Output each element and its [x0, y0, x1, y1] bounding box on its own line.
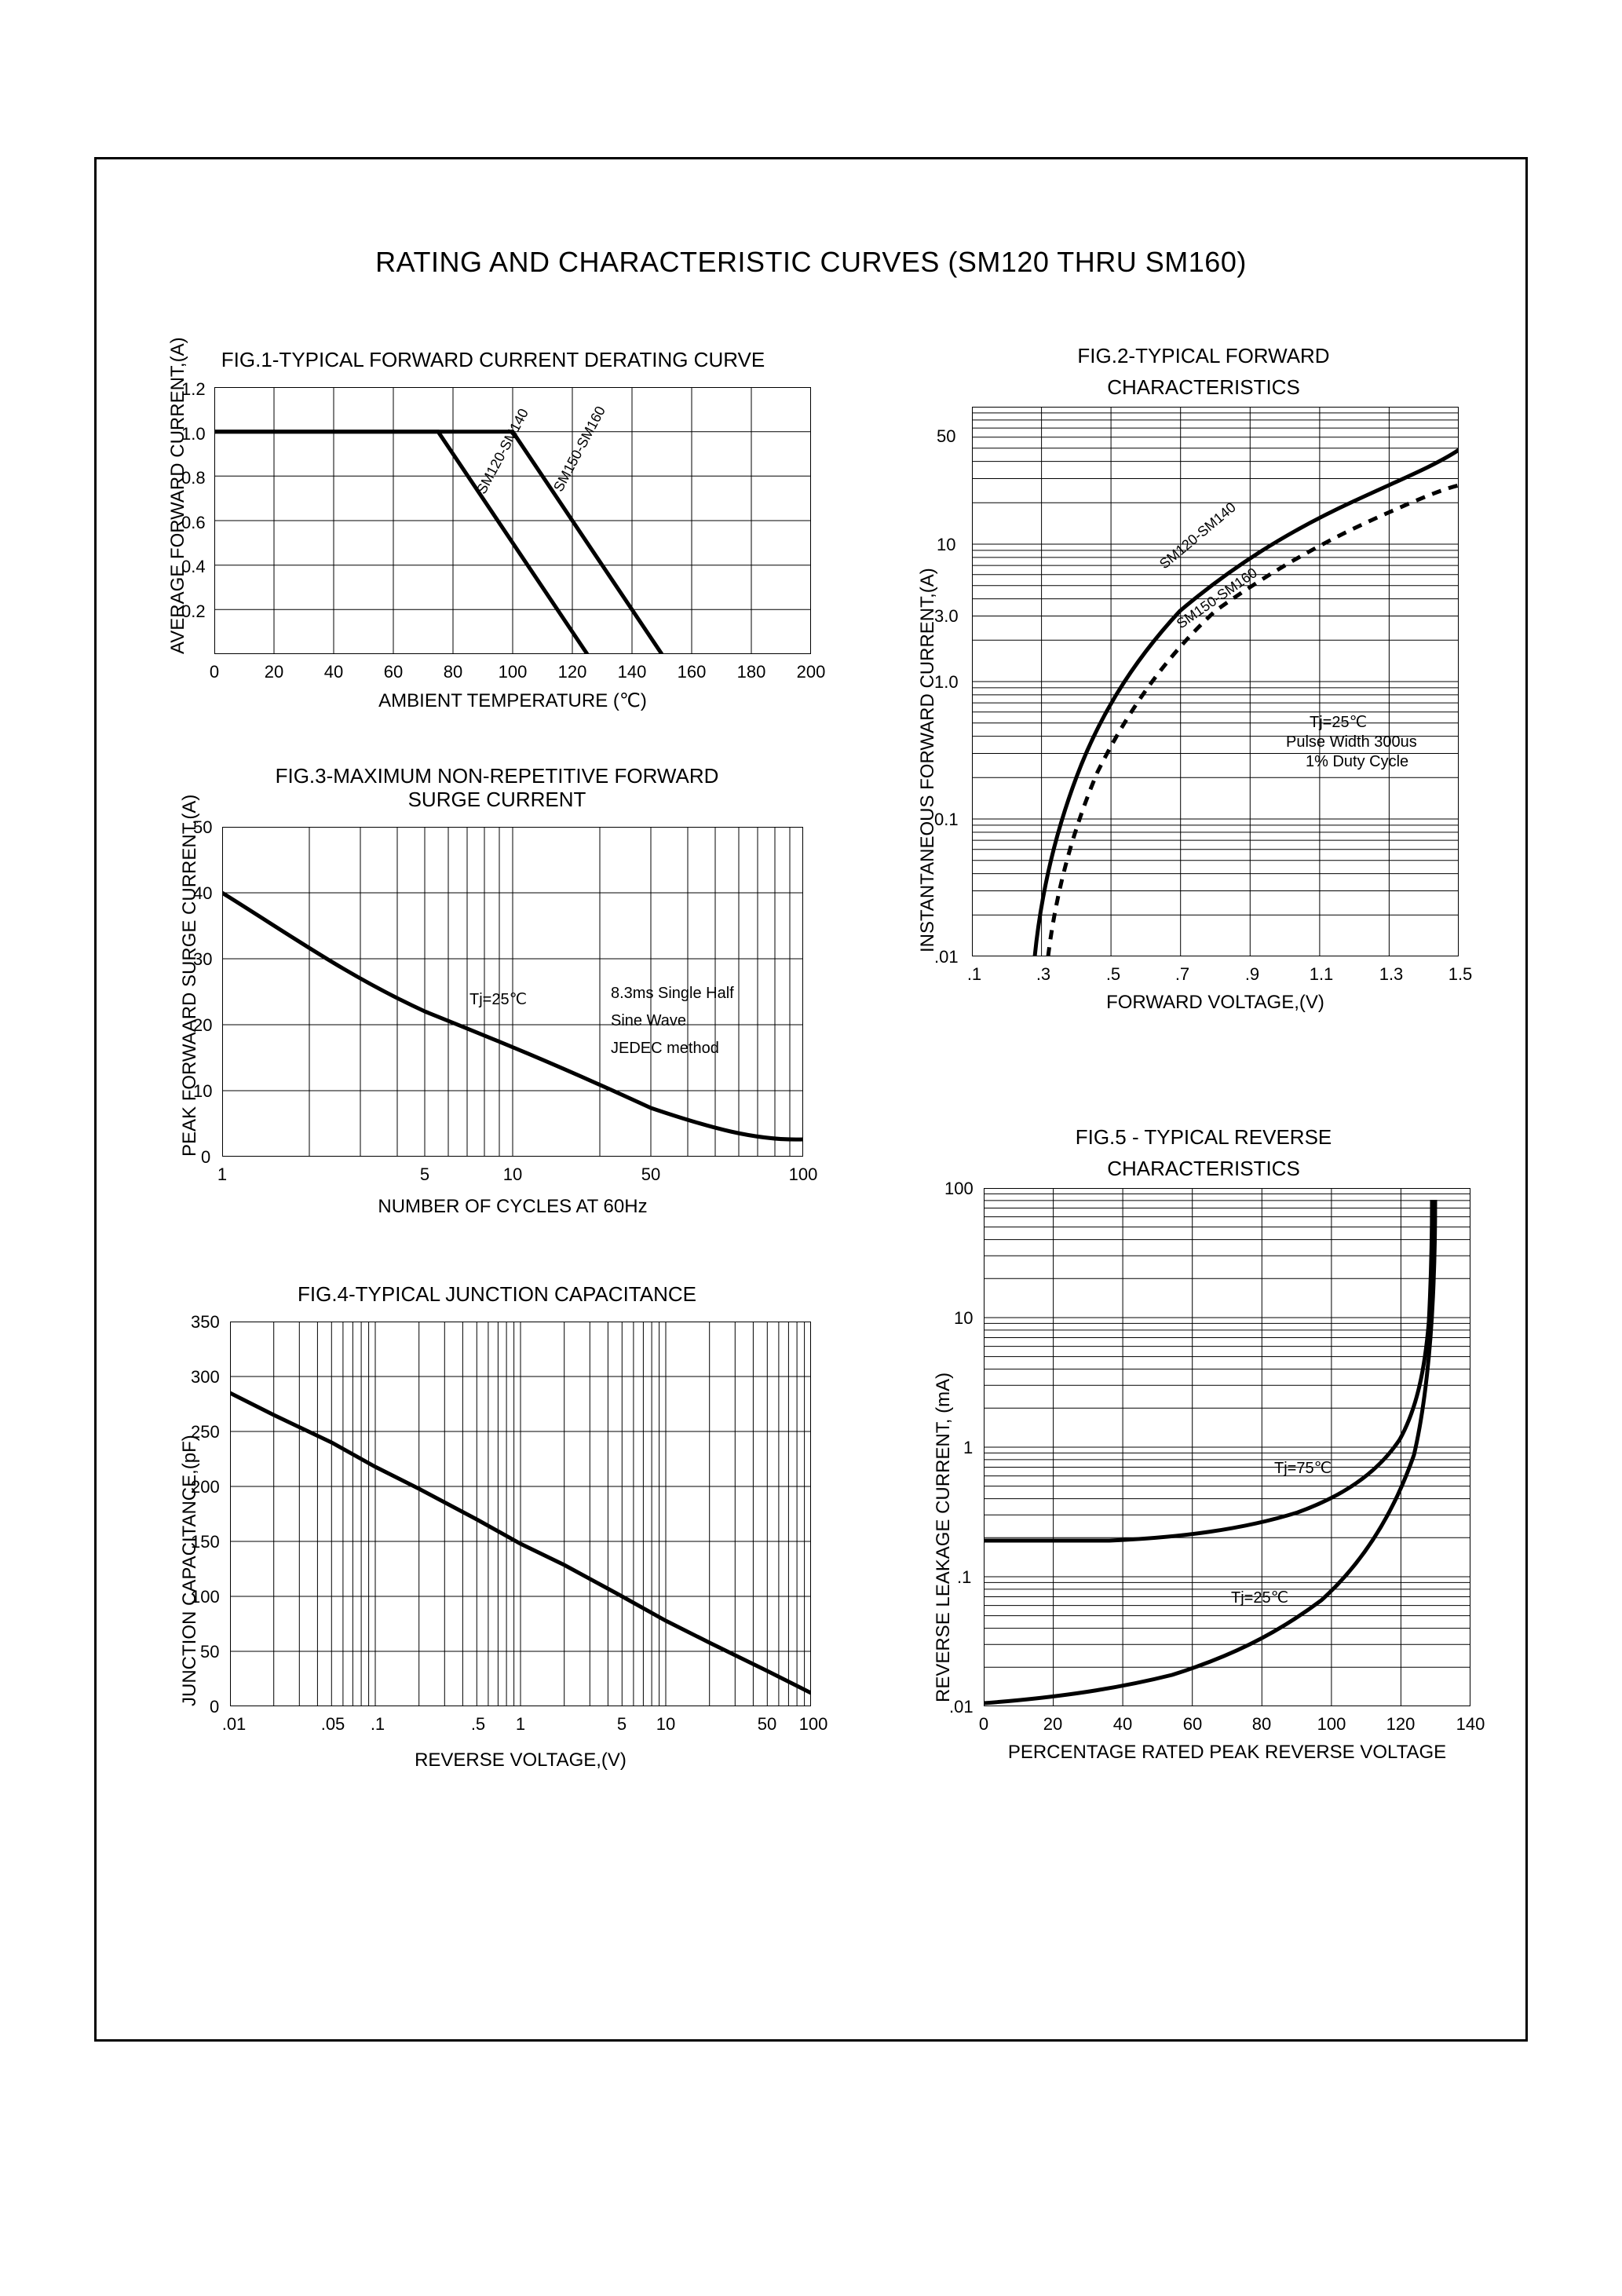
- fig2-ytick: 50: [937, 426, 955, 447]
- fig4-xtick: 100: [794, 1714, 833, 1735]
- fig2-annot-2: Pulse Width 300us: [1286, 733, 1417, 752]
- fig1-xtick: 160: [672, 662, 711, 682]
- fig2-xtick: .9: [1240, 964, 1264, 985]
- fig5-xlabel: PERCENTAGE RATED PEAK REVERSE VOLTAGE: [960, 1742, 1494, 1764]
- fig4-xlabel: REVERSE VOLTAGE,(V): [230, 1749, 811, 1771]
- fig1-xtick: 0: [203, 662, 226, 682]
- fig4-xtick: 10: [654, 1714, 678, 1735]
- fig5-title-2: CHARACTERISTICS: [929, 1157, 1478, 1181]
- fig2-xtick: .1: [963, 964, 986, 985]
- fig3-annot-3: JEDEC method: [611, 1039, 719, 1058]
- fig1-xtick: 140: [612, 662, 652, 682]
- fig5-grid: [984, 1188, 1470, 1706]
- page-title: RATING AND CHARACTERISTIC CURVES (SM120 …: [97, 246, 1525, 279]
- fig4-ytick: 50: [200, 1642, 219, 1662]
- fig5-xtick: 140: [1455, 1714, 1486, 1735]
- fig4-ytick: 350: [191, 1312, 220, 1333]
- fig2-annot-1: Tj=25℃: [1310, 713, 1367, 733]
- fig3-title-2: SURGE CURRENT: [199, 788, 795, 812]
- fig1-ylabel: AVERAGE FORWARD CURRENT,(A): [167, 337, 189, 654]
- fig1-title: FIG.1-TYPICAL FORWARD CURRENT DERATING C…: [159, 348, 827, 372]
- fig1-xtick: 60: [378, 662, 409, 682]
- fig3-ylabel: PEAK FORWAARD SURGE CURRENT,(A): [179, 795, 201, 1157]
- page-frame: RATING AND CHARACTERISTIC CURVES (SM120 …: [94, 157, 1528, 2042]
- fig4-xtick: 5: [614, 1714, 630, 1735]
- fig5-xtick: 40: [1111, 1714, 1134, 1735]
- fig1-xlabel: AMBIENT TEMPERATURE (℃): [214, 689, 811, 712]
- fig3-annot-1: 8.3ms Single Half: [611, 984, 734, 1004]
- fig5-chart: [984, 1188, 1470, 1706]
- fig2-annot-3: 1% Duty Cycle: [1306, 752, 1408, 772]
- fig1-xtick: 40: [318, 662, 349, 682]
- fig4-ylabel: JUNCTION CAPACITANCE,(pF): [179, 1435, 201, 1706]
- fig2-ylabel: INSTANTANEOUS FORWARD CURRENT,(A): [917, 568, 939, 952]
- fig2-title-2: CHARACTERISTICS: [929, 375, 1478, 400]
- fig5-xtick: 0: [976, 1714, 992, 1735]
- fig1-series-sm120-140: [214, 432, 587, 654]
- fig5-title-1: FIG.5 - TYPICAL REVERSE: [929, 1125, 1478, 1150]
- fig1-xtick: 180: [732, 662, 771, 682]
- fig5-xtick: 100: [1316, 1714, 1347, 1735]
- fig5-ytick: 10: [954, 1308, 973, 1329]
- fig2-xtick: 1.3: [1375, 964, 1407, 985]
- fig2-xtick: 1.5: [1445, 964, 1476, 985]
- fig3-ytick: 0: [201, 1147, 210, 1168]
- fig3-xtick: 10: [501, 1164, 524, 1185]
- fig2-xtick: 1.1: [1306, 964, 1337, 985]
- fig5-xtick: 120: [1385, 1714, 1416, 1735]
- fig3-annot-tj: Tj=25℃: [469, 990, 527, 1010]
- fig2-xtick: .7: [1171, 964, 1194, 985]
- fig2-grid: [972, 407, 1459, 956]
- fig5-ylabel: REVERSE LEAKAGE CURRENT, (mA): [933, 1373, 955, 1702]
- fig4-chart: [230, 1322, 811, 1706]
- fig2-chart: [972, 407, 1459, 956]
- fig1-xtick: 100: [493, 662, 532, 682]
- fig3-title-1: FIG.3-MAXIMUM NON-REPETITIVE FORWARD: [199, 764, 795, 788]
- fig2-ytick: 10: [937, 535, 955, 555]
- fig5-xtick: 60: [1181, 1714, 1204, 1735]
- fig4-xtick: 50: [755, 1714, 779, 1735]
- fig4-xtick: .5: [466, 1714, 490, 1735]
- fig2-xlabel: FORWARD VOLTAGE,(V): [972, 992, 1459, 1014]
- fig4-xtick: .01: [218, 1714, 250, 1735]
- fig3-xlabel: NUMBER OF CYCLES AT 60Hz: [222, 1196, 803, 1218]
- fig3-annot-2: Sine Wave: [611, 1011, 686, 1031]
- fig4-ytick: 300: [191, 1367, 220, 1387]
- fig5-series-tj25: [984, 1200, 1435, 1703]
- fig5-series-tj75: [984, 1200, 1432, 1541]
- fig4-xtick: .1: [366, 1714, 389, 1735]
- fig3-xtick: 5: [417, 1164, 433, 1185]
- fig5-xtick: 80: [1250, 1714, 1273, 1735]
- fig4-xtick: .05: [317, 1714, 349, 1735]
- fig5-ytick: .1: [957, 1567, 971, 1588]
- fig5-ytick: 100: [944, 1179, 974, 1199]
- fig3-xtick: 50: [639, 1164, 663, 1185]
- fig5-ytick: 1: [963, 1438, 973, 1458]
- fig1-xtick: 20: [258, 662, 290, 682]
- fig3-xtick: 100: [784, 1164, 823, 1185]
- fig1-xtick: 80: [437, 662, 469, 682]
- fig5-label-tj25: Tj=25℃: [1231, 1589, 1288, 1608]
- fig4-title: FIG.4-TYPICAL JUNCTION CAPACITANCE: [199, 1282, 795, 1307]
- fig1-series-sm150-160: [214, 432, 662, 654]
- fig1-xtick: 120: [553, 662, 592, 682]
- fig3-xtick: 1: [214, 1164, 230, 1185]
- fig4-xtick: 1: [513, 1714, 528, 1735]
- fig2-title-1: FIG.2-TYPICAL FORWARD: [929, 344, 1478, 368]
- fig5-label-tj75: Tj=75℃: [1274, 1459, 1332, 1479]
- fig1-xtick: 200: [791, 662, 831, 682]
- fig5-xtick: 20: [1041, 1714, 1065, 1735]
- fig2-xtick: .3: [1032, 964, 1055, 985]
- fig2-xtick: .5: [1101, 964, 1125, 985]
